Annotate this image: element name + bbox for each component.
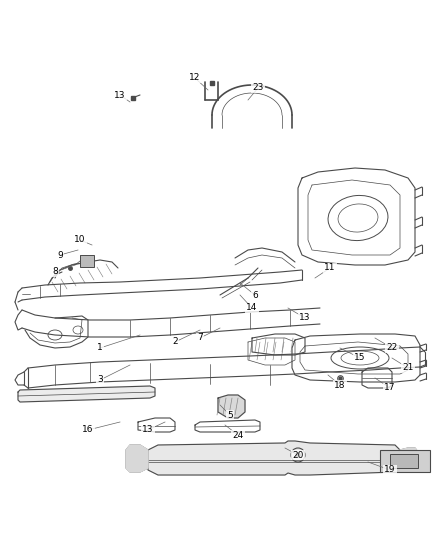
Polygon shape bbox=[126, 445, 148, 472]
Text: 1: 1 bbox=[97, 343, 103, 352]
Text: 11: 11 bbox=[324, 263, 336, 272]
Text: 3: 3 bbox=[97, 376, 103, 384]
Text: 24: 24 bbox=[233, 431, 244, 440]
Text: 23: 23 bbox=[252, 84, 264, 93]
Text: 9: 9 bbox=[57, 251, 63, 260]
Polygon shape bbox=[400, 448, 418, 470]
Text: 17: 17 bbox=[384, 384, 396, 392]
Bar bbox=[80, 255, 94, 267]
Text: 10: 10 bbox=[74, 236, 86, 245]
Text: 12: 12 bbox=[189, 74, 201, 83]
Text: 18: 18 bbox=[334, 381, 346, 390]
Text: 14: 14 bbox=[246, 303, 258, 312]
Polygon shape bbox=[218, 395, 245, 418]
Text: 7: 7 bbox=[197, 334, 203, 343]
Text: 8: 8 bbox=[52, 268, 58, 277]
Text: 13: 13 bbox=[114, 91, 126, 100]
Text: 22: 22 bbox=[386, 343, 398, 352]
Bar bbox=[390, 454, 418, 468]
Text: 13: 13 bbox=[299, 313, 311, 322]
Text: 2: 2 bbox=[172, 337, 178, 346]
Text: 20: 20 bbox=[292, 450, 304, 459]
Text: 5: 5 bbox=[227, 410, 233, 419]
Text: 21: 21 bbox=[403, 364, 413, 373]
Text: 16: 16 bbox=[82, 425, 94, 434]
Bar bbox=[380, 450, 430, 472]
Text: 19: 19 bbox=[384, 465, 396, 474]
Circle shape bbox=[295, 452, 301, 458]
Text: 13: 13 bbox=[142, 425, 154, 434]
Text: 15: 15 bbox=[354, 353, 366, 362]
Polygon shape bbox=[148, 441, 400, 475]
Text: 6: 6 bbox=[252, 290, 258, 300]
Polygon shape bbox=[18, 386, 155, 402]
